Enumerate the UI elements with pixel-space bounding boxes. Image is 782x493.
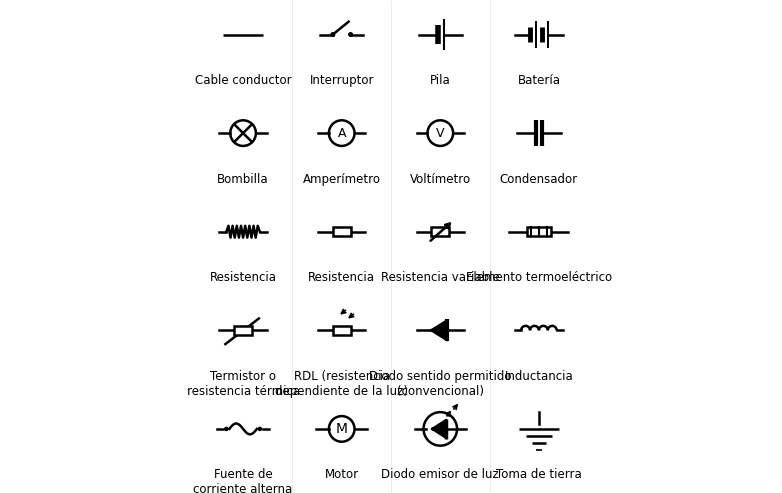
Circle shape <box>258 427 261 430</box>
Text: Resistencia variable: Resistencia variable <box>381 271 500 284</box>
Text: Amperímetro: Amperímetro <box>303 173 381 185</box>
Bar <box>333 326 350 335</box>
Text: Bombilla: Bombilla <box>217 173 269 185</box>
Text: Voltímetro: Voltímetro <box>410 173 471 185</box>
Text: Condensador: Condensador <box>500 173 578 185</box>
Text: Fuente de
corriente alterna: Fuente de corriente alterna <box>193 468 292 493</box>
Text: Termistor o
resistencia térmica: Termistor o resistencia térmica <box>187 370 300 398</box>
Bar <box>432 227 449 236</box>
Text: Batería: Batería <box>518 74 561 87</box>
Text: Elemento termoeléctrico: Elemento termoeléctrico <box>466 271 612 284</box>
Text: V: V <box>436 127 444 140</box>
Circle shape <box>224 427 228 430</box>
Text: Toma de tierra: Toma de tierra <box>496 468 582 481</box>
Text: Diodo sentido permitido
(convencional): Diodo sentido permitido (convencional) <box>369 370 511 398</box>
Bar <box>333 227 350 236</box>
Circle shape <box>349 33 353 36</box>
Text: Pila: Pila <box>430 74 450 87</box>
Text: A: A <box>338 127 346 140</box>
Text: Cable conductor: Cable conductor <box>195 74 292 87</box>
Text: Resistencia: Resistencia <box>308 271 375 284</box>
Bar <box>235 326 252 335</box>
Polygon shape <box>432 420 447 438</box>
Circle shape <box>331 33 335 36</box>
Text: Diodo emisor de luz: Diodo emisor de luz <box>382 468 499 481</box>
Bar <box>527 227 551 236</box>
Text: RDL (resistencia
dependiente de la luz): RDL (resistencia dependiente de la luz) <box>275 370 408 398</box>
Text: Motor: Motor <box>325 468 359 481</box>
Text: Interruptor: Interruptor <box>310 74 374 87</box>
Polygon shape <box>432 320 447 340</box>
Text: Inductancia: Inductancia <box>504 370 573 383</box>
Text: M: M <box>335 422 348 436</box>
Text: Resistencia: Resistencia <box>210 271 277 284</box>
